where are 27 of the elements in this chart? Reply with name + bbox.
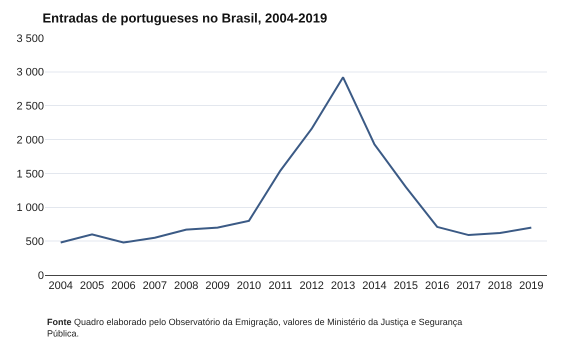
x-tick-label: 2018 (488, 280, 512, 292)
x-tick-label: 2009 (205, 280, 230, 292)
x-tick-label: 2015 (394, 280, 418, 292)
x-tick-label: 2014 (362, 280, 387, 292)
x-tick-label: 2012 (299, 280, 324, 292)
x-tick-label: 2013 (330, 280, 356, 292)
x-tick-label: 2007 (142, 280, 168, 292)
y-tick-label: 1 500 (16, 168, 44, 180)
x-tick-label: 2004 (48, 280, 73, 292)
y-tick-label: 0 (38, 270, 44, 282)
chart-title: Entradas de portugueses no Brasil, 2004-2019 (42, 10, 328, 26)
x-tick-label: 2005 (80, 280, 104, 292)
x-tick-label: 2016 (424, 280, 450, 292)
x-tick-label: 2011 (268, 280, 292, 292)
x-tick-label: 2019 (519, 280, 544, 292)
line-series (60, 76, 532, 244)
y-tick-label: 3 000 (16, 66, 44, 79)
y-tick-label: 500 (26, 236, 44, 248)
x-tick-label: 2017 (456, 280, 481, 292)
x-tick-label: 2008 (174, 280, 198, 292)
x-tick-label: 2006 (111, 280, 136, 292)
y-tick-label: 3 500 (16, 32, 44, 45)
source-note: Fonte Quadro elaborado pelo Observatório da Emigração, valores de Ministério da Justiça e Segurança Pública. (47, 317, 462, 339)
x-tick-label: 2010 (236, 280, 262, 292)
y-tick-label: 1 000 (16, 202, 44, 214)
y-tick-label: 2 000 (16, 134, 44, 146)
y-tick-label: 2 500 (16, 100, 44, 113)
